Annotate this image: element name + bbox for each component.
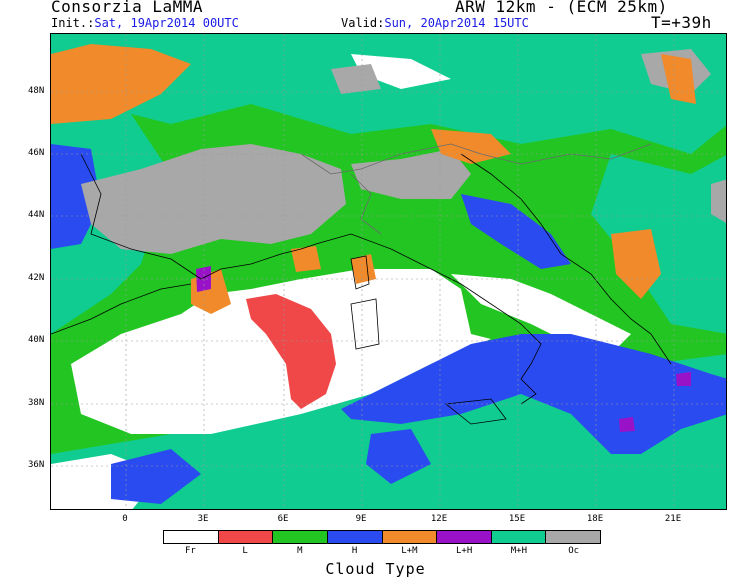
legend-label: M xyxy=(297,546,303,556)
init-value: Sat, 19Apr2014 00UTC xyxy=(94,16,239,30)
legend-label: Fr xyxy=(184,546,196,556)
legend-labels: Fr L M H L+M L+H M+H Oc xyxy=(163,546,601,556)
lat-label: 48N xyxy=(28,86,45,96)
legend-swatch-oc xyxy=(546,531,600,543)
lat-label: 36N xyxy=(28,460,45,470)
legend-swatch-l-m xyxy=(382,531,438,543)
field-low-mid-ne xyxy=(661,54,696,104)
map-title-left: Consorzia LaMMA xyxy=(51,0,203,16)
field-low-high-lion xyxy=(196,266,211,292)
field-high-west xyxy=(51,144,101,249)
legend-label: L+H xyxy=(455,546,473,556)
legend-title: Cloud Type xyxy=(325,560,426,578)
field-high-sw xyxy=(111,449,201,504)
lat-label: 38N xyxy=(28,398,45,408)
field-low-tyrrhenian xyxy=(246,294,336,409)
valid-label: Valid: xyxy=(341,16,385,30)
field-high-adriatic xyxy=(461,194,571,269)
cloud-type-map xyxy=(50,33,727,510)
forecast-hour: T=+39h xyxy=(651,13,712,32)
field-low-mid-liguria xyxy=(291,246,321,272)
lat-label: 44N xyxy=(28,210,45,220)
field-high-south2 xyxy=(366,429,431,484)
legend-swatch-h xyxy=(327,531,383,543)
init-label: Init.: xyxy=(51,16,95,30)
field-low-mid-corsica xyxy=(351,254,376,284)
legend-label: L+M xyxy=(401,546,418,556)
map-canvas xyxy=(51,34,726,509)
legend-swatch-m xyxy=(273,531,328,543)
legend-swatch-l-h xyxy=(437,531,492,543)
lat-label: 40N xyxy=(28,335,45,345)
lon-label: 9E xyxy=(355,514,367,524)
lon-label: 15E xyxy=(508,514,526,524)
field-clear-italy xyxy=(451,274,631,354)
init-time: Init.:Sat, 19Apr2014 00UTC xyxy=(51,16,239,30)
legend-swatch-l xyxy=(218,531,274,543)
legend-swatch-m-h xyxy=(491,531,547,543)
field-low-mid-nw xyxy=(51,44,191,124)
field-clear-north xyxy=(351,54,451,89)
field-overcast-france xyxy=(81,144,346,254)
lon-label: 21E xyxy=(664,514,682,524)
lat-label: 42N xyxy=(28,273,45,283)
map-title-right: ARW 12km - (ECM 25km) xyxy=(455,0,668,16)
legend-label: L xyxy=(242,546,248,556)
field-overcast-n xyxy=(331,64,381,94)
field-mid-high-east xyxy=(591,154,726,334)
legend-label: Oc xyxy=(568,546,580,556)
legend-swatch-fr xyxy=(164,531,219,543)
valid-value: Sun, 20Apr2014 15UTC xyxy=(384,16,529,30)
lon-label: 6E xyxy=(277,514,289,524)
legend-colorbar xyxy=(163,530,601,544)
lat-label: 46N xyxy=(28,148,45,158)
field-overcast-e xyxy=(711,179,726,223)
valid-time: Valid:Sun, 20Apr2014 15UTC xyxy=(341,16,529,30)
legend-label: M+H xyxy=(510,546,527,556)
legend-label: H xyxy=(351,546,358,556)
field-mid-high-north xyxy=(51,34,726,154)
field-low-mid-adriatic xyxy=(431,129,511,164)
field-low-mid-balkan xyxy=(611,229,661,299)
lon-label: 0 xyxy=(122,514,128,524)
field-low-high-e xyxy=(676,372,691,386)
field-low-high-ionian xyxy=(619,417,635,432)
lon-label: 12E xyxy=(430,514,448,524)
lon-label: 3E xyxy=(197,514,209,524)
lon-label: 18E xyxy=(586,514,604,524)
